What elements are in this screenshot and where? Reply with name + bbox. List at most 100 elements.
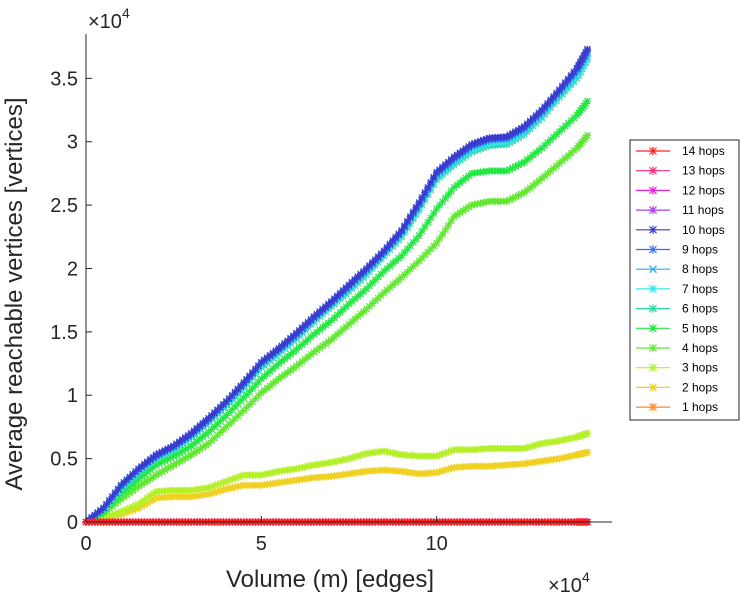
data-point-marker xyxy=(447,447,455,455)
data-point-marker xyxy=(441,194,450,202)
data-point-marker xyxy=(433,205,441,213)
data-point-marker xyxy=(237,472,245,480)
data-point-marker xyxy=(205,484,213,492)
data-point-marker xyxy=(444,465,452,473)
data-point-marker xyxy=(648,146,658,156)
data-point-marker xyxy=(476,137,485,145)
data-point-marker xyxy=(558,88,566,96)
data-point-marker xyxy=(582,48,590,56)
data-point-marker xyxy=(292,465,300,473)
legend-label: 8 hops xyxy=(682,262,718,276)
data-point-marker xyxy=(567,71,575,80)
data-point-marker xyxy=(552,89,561,97)
data-point-marker xyxy=(184,452,192,461)
data-point-marker xyxy=(648,284,658,294)
data-point-marker xyxy=(193,447,201,455)
data-point-marker xyxy=(435,468,444,476)
data-point-marker xyxy=(433,239,441,247)
data-point-marker xyxy=(345,455,353,463)
data-point-marker xyxy=(240,378,248,387)
data-point-marker xyxy=(547,96,555,104)
axes-layer xyxy=(85,34,612,523)
data-point-marker xyxy=(435,235,444,243)
data-point-marker xyxy=(158,468,166,476)
data-point-marker xyxy=(555,437,563,445)
data-point-marker xyxy=(427,178,435,186)
data-point-marker xyxy=(202,441,210,449)
data-point-marker xyxy=(541,103,549,111)
data-point-marker xyxy=(538,106,546,114)
data-point-marker xyxy=(398,252,406,260)
data-point-marker xyxy=(114,509,122,517)
data-point-marker xyxy=(648,324,658,333)
data-point-marker xyxy=(114,485,122,493)
data-point-marker xyxy=(228,475,236,483)
data-point-marker xyxy=(184,444,192,452)
data-point-marker xyxy=(269,468,277,477)
data-point-marker xyxy=(517,124,526,132)
data-point-marker xyxy=(412,235,420,243)
y-tick-label: 3.5 xyxy=(50,68,78,90)
data-point-marker xyxy=(509,129,517,137)
data-point-marker xyxy=(438,230,447,238)
data-point-marker xyxy=(222,397,230,406)
data-point-marker xyxy=(240,394,248,402)
data-point-marker xyxy=(444,448,452,456)
data-point-marker xyxy=(473,138,482,146)
data-point-marker xyxy=(111,489,119,497)
data-point-marker xyxy=(471,139,479,147)
data-point-marker xyxy=(383,243,391,251)
data-point-marker xyxy=(583,45,592,53)
data-point-marker xyxy=(108,511,116,519)
series-3-hops xyxy=(82,429,592,526)
data-point-marker xyxy=(511,162,520,171)
data-point-marker xyxy=(222,485,230,493)
data-point-marker xyxy=(167,463,175,471)
legend-box xyxy=(629,139,740,421)
data-point-marker xyxy=(482,198,490,206)
x-tick-label: 10 xyxy=(426,533,448,555)
data-point-marker xyxy=(386,448,394,456)
data-point-marker xyxy=(228,391,236,399)
data-point-marker xyxy=(360,450,368,458)
data-point-marker xyxy=(506,196,514,204)
data-point-marker xyxy=(181,445,189,453)
data-point-marker xyxy=(263,470,271,478)
data-point-marker xyxy=(158,458,166,466)
data-point-marker xyxy=(561,436,569,444)
legend-item: 12 hops xyxy=(636,183,725,197)
data-point-marker xyxy=(170,452,178,460)
data-point-marker xyxy=(514,191,523,199)
data-point-marker xyxy=(164,445,172,453)
data-point-marker xyxy=(558,82,566,90)
data-point-marker xyxy=(307,461,315,470)
data-point-marker xyxy=(216,487,225,495)
data-point-marker xyxy=(583,429,592,437)
data-point-marker xyxy=(383,448,391,456)
data-point-marker xyxy=(231,474,239,482)
data-point-marker xyxy=(648,186,658,195)
data-point-marker xyxy=(418,193,426,202)
data-point-marker xyxy=(564,435,572,443)
data-point-marker xyxy=(465,203,473,211)
data-point-marker xyxy=(409,238,417,246)
data-point-marker xyxy=(158,448,166,456)
legend-item: 4 hops xyxy=(636,341,718,355)
legend-item: 7 hops xyxy=(636,282,718,296)
data-point-marker xyxy=(398,226,406,235)
data-point-marker xyxy=(99,514,108,522)
data-point-marker xyxy=(580,430,588,439)
y-tick-label: 3 xyxy=(67,132,78,154)
data-point-marker xyxy=(243,391,251,399)
data-point-marker xyxy=(433,468,441,477)
data-point-marker xyxy=(424,218,432,226)
x-axis-multiplier: ×104 xyxy=(548,569,590,597)
data-point-marker xyxy=(450,212,458,221)
data-point-marker xyxy=(506,165,514,174)
data-point-marker xyxy=(137,481,146,489)
data-point-marker xyxy=(421,223,429,231)
data-point-marker xyxy=(149,496,157,504)
data-point-marker xyxy=(400,222,409,230)
data-point-marker xyxy=(222,477,230,486)
